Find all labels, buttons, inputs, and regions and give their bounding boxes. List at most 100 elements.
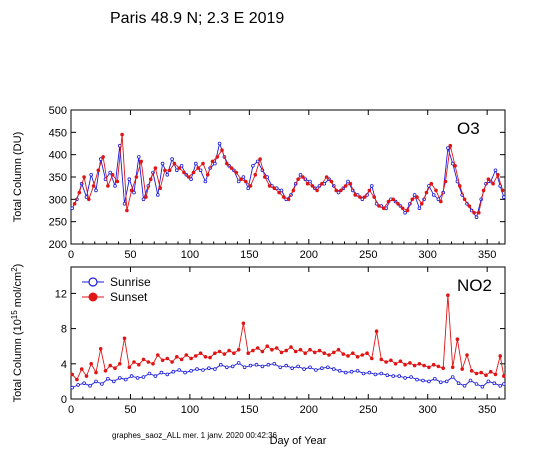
- o3-sunset-point: [101, 155, 105, 159]
- no2-ylabel-unit-exponent: 2: [10, 267, 19, 272]
- no2-sunset-point: [127, 365, 132, 370]
- no2-sunrise-point: [501, 382, 506, 386]
- no2-sunrise-point: [498, 383, 503, 388]
- no2-x-tick-label: 50: [124, 404, 136, 416]
- no2-sunrise-point: [355, 368, 360, 373]
- no2-sunset-point: [412, 363, 417, 368]
- no2-ylabel-part: Total Column (10: [12, 319, 24, 402]
- o3-sunset-point: [457, 184, 462, 188]
- o3-sunset-point: [72, 202, 77, 206]
- o3-sunrise-point: [298, 173, 303, 177]
- no2-sunset-point: [160, 358, 165, 363]
- no2-sunrise-point: [480, 384, 485, 389]
- o3-sunset-point: [172, 161, 177, 166]
- no2-sunset-point: [327, 353, 331, 357]
- o3-sunset-point: [210, 159, 215, 164]
- no2-sunset-point: [118, 361, 122, 366]
- no2-sunset-point: [189, 356, 193, 361]
- no2-sunset-point: [184, 353, 189, 357]
- no2-sunrise-point: [462, 383, 467, 388]
- no2-y-axis: 0 4 8 12: [55, 288, 505, 406]
- o3-y-tick-label: 200: [49, 239, 67, 251]
- o3-y-tick-label: 300: [49, 194, 67, 206]
- no2-sunset-point: [203, 354, 208, 359]
- o3-sunset-point: [115, 179, 120, 184]
- o3-panel-label: O3: [457, 119, 480, 138]
- no2-sunset-point: [431, 362, 436, 367]
- o3-sunset-point: [367, 188, 372, 193]
- o3-sunset-point: [91, 184, 96, 188]
- no2-sunset-point: [260, 349, 265, 354]
- no2-sunset-point: [303, 351, 308, 356]
- no2-sunrise-point: [438, 380, 443, 385]
- no2-sunrise-point: [325, 365, 330, 370]
- o3-sunset-point: [348, 181, 353, 186]
- o3-sunset-point: [467, 204, 472, 208]
- no2-sunset-point: [98, 346, 103, 351]
- no2-sunrise-point: [444, 379, 449, 384]
- no2-sunrise-point: [236, 361, 241, 365]
- o3-sunrise-point: [194, 161, 198, 166]
- o3-sunset-point: [339, 188, 343, 193]
- no2-sunset-point: [408, 361, 412, 365]
- o3-sunrise-point: [431, 193, 436, 197]
- no2-sunset-point: [374, 329, 379, 334]
- no2-sunset-point: [501, 374, 506, 378]
- o3-x-tick-label: 200: [300, 249, 318, 261]
- no2-sunset-point: [346, 354, 350, 358]
- o3-sunset-point: [186, 175, 191, 179]
- no2-series-group: [70, 293, 506, 390]
- o3-sunset-point: [315, 188, 319, 193]
- no2-x-tick-label: 300: [419, 404, 437, 416]
- no2-sunrise-point: [415, 377, 419, 382]
- o3-sunrise-point: [113, 184, 117, 188]
- o3-sunset-point: [400, 206, 405, 211]
- no2-sunset-point: [289, 345, 293, 349]
- o3-sunrise-point: [360, 197, 365, 202]
- o3-sunrise-point: [213, 161, 217, 166]
- no2-sunrise-point: [213, 367, 217, 371]
- o3-sunset-point: [177, 166, 182, 170]
- no2-sunset-point: [103, 368, 108, 373]
- no2-panel-label: NO2: [457, 276, 492, 295]
- no2-x-tick-label: 200: [300, 404, 318, 416]
- no2-ylabel-unit: mol/cm: [12, 272, 24, 311]
- o3-sunrise-point: [89, 173, 93, 177]
- no2-sunrise-point: [189, 368, 193, 373]
- no2-sunset-point: [79, 367, 84, 371]
- o3-sunrise-point: [236, 179, 241, 184]
- no2-sunset-point: [360, 353, 365, 357]
- o3-sunrise-line: [71, 141, 505, 219]
- no2-sunrise-point: [159, 370, 164, 375]
- no2-sunrise-point: [76, 383, 80, 387]
- no2-y-tick-label: 8: [61, 324, 67, 336]
- no2-sunrise-point: [421, 378, 425, 383]
- no2-sunrise-point: [337, 368, 342, 373]
- o3-sunrise-point: [501, 195, 506, 199]
- no2-sunset-point: [213, 351, 217, 356]
- o3-sunset-point: [125, 208, 129, 213]
- o3-x-tick-label: 350: [478, 249, 496, 261]
- o3-x-tick-label: 150: [240, 249, 258, 261]
- no2-sunrise-point: [248, 363, 253, 368]
- no2-sunrise-point: [373, 372, 378, 377]
- no2-sunrise-point: [391, 374, 396, 378]
- o3-sunrise-point: [170, 157, 174, 161]
- o3-sunrise-point: [179, 164, 184, 168]
- no2-sunrise-point: [260, 364, 265, 369]
- o3-sunset-point: [163, 168, 167, 173]
- o3-sunset-point: [277, 190, 281, 195]
- legend: Sunrise Sunset: [82, 275, 151, 304]
- o3-sunset-point: [286, 197, 291, 202]
- no2-sunrise-point: [242, 365, 247, 370]
- no2-sunset-point: [422, 363, 426, 368]
- o3-sunset-point: [438, 199, 443, 204]
- no2-sunrise-point: [450, 375, 455, 379]
- no2-sunset-point: [217, 349, 222, 354]
- no2-sunrise-point: [474, 382, 479, 386]
- o3-sunset-point: [87, 197, 91, 202]
- no2-sunrise-point: [171, 369, 176, 374]
- no2-sunset-point: [165, 356, 170, 361]
- o3-sunrise-point: [241, 175, 246, 179]
